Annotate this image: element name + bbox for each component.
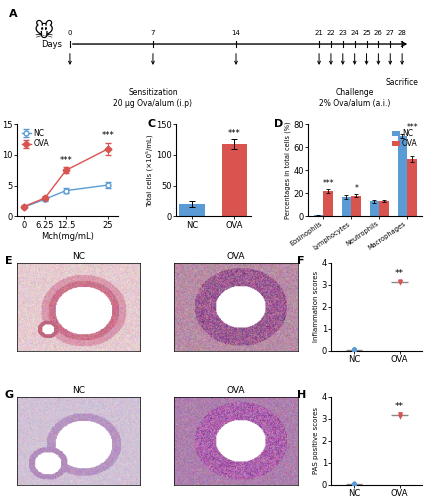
Point — [350, 346, 356, 354]
Text: ***: *** — [101, 132, 114, 140]
Text: Sensitization
20 μg Ova/alum (i.p): Sensitization 20 μg Ova/alum (i.p) — [113, 88, 192, 108]
Text: F: F — [296, 256, 304, 266]
Bar — [322, 191, 332, 216]
Text: *: * — [353, 184, 357, 193]
Point — [395, 412, 402, 420]
Bar — [350, 196, 360, 216]
Point — [395, 278, 402, 285]
Text: NC: NC — [72, 252, 85, 261]
Point — [395, 278, 402, 286]
Text: 22: 22 — [326, 30, 335, 36]
Text: 14: 14 — [231, 30, 240, 36]
Text: 24: 24 — [350, 30, 358, 36]
Point — [395, 278, 402, 286]
Point — [350, 480, 356, 488]
Text: **: ** — [394, 402, 403, 410]
Point — [395, 410, 402, 418]
Point — [395, 278, 402, 286]
Text: OVA: OVA — [226, 252, 245, 261]
Point — [395, 410, 402, 418]
Point — [350, 344, 356, 352]
Point — [350, 346, 356, 354]
Text: G: G — [5, 390, 14, 400]
Text: C: C — [147, 119, 155, 129]
Point — [395, 412, 402, 420]
Point — [350, 346, 356, 354]
Point — [350, 480, 356, 488]
Y-axis label: Total cells (×10⁵/mL): Total cells (×10⁵/mL) — [145, 134, 153, 206]
Text: H: H — [296, 390, 305, 400]
Point — [350, 481, 356, 489]
Text: NC: NC — [72, 386, 85, 395]
Bar — [406, 159, 416, 216]
Point — [395, 412, 402, 420]
Text: Days: Days — [41, 40, 61, 48]
Text: 21: 21 — [314, 30, 323, 36]
Text: Challenge
2% Ova/alum (a.i.): Challenge 2% Ova/alum (a.i.) — [318, 88, 390, 108]
X-axis label: Mch(mg/mL): Mch(mg/mL) — [41, 232, 94, 241]
Text: Sacrifice: Sacrifice — [385, 78, 418, 87]
Text: ***: *** — [405, 123, 417, 132]
Y-axis label: Inflammation scores: Inflammation scores — [312, 271, 318, 342]
Y-axis label: PAS positive scores: PAS positive scores — [312, 408, 318, 474]
Bar — [369, 202, 378, 216]
Text: ***: *** — [59, 156, 72, 165]
Text: 26: 26 — [373, 30, 382, 36]
Bar — [221, 144, 246, 216]
Text: 23: 23 — [338, 30, 347, 36]
Bar — [378, 201, 388, 216]
Point — [395, 278, 402, 286]
Bar — [341, 197, 350, 216]
Point — [350, 345, 356, 353]
Text: D: D — [273, 119, 283, 129]
Legend: NC, OVA: NC, OVA — [21, 128, 50, 149]
Text: A: A — [9, 8, 18, 18]
Text: 27: 27 — [385, 30, 394, 36]
Text: OVA: OVA — [226, 386, 245, 395]
Text: E: E — [5, 256, 12, 266]
Point — [395, 412, 402, 420]
Point — [350, 345, 356, 353]
Bar — [179, 204, 204, 216]
Text: 25: 25 — [361, 30, 370, 36]
Text: ***: *** — [227, 129, 240, 138]
Legend: NC, OVA: NC, OVA — [390, 128, 418, 149]
Point — [350, 480, 356, 488]
Text: ***: *** — [322, 179, 333, 188]
Bar — [313, 215, 322, 216]
Text: **: ** — [394, 268, 403, 278]
Point — [350, 480, 356, 488]
Y-axis label: Percentages in total cells (%): Percentages in total cells (%) — [284, 122, 290, 219]
Point — [395, 276, 402, 284]
Text: 0: 0 — [68, 30, 72, 36]
Text: 🐭: 🐭 — [34, 22, 54, 42]
Text: 7: 7 — [150, 30, 155, 36]
Text: 28: 28 — [397, 30, 405, 36]
Bar — [396, 136, 406, 216]
Point — [350, 478, 356, 486]
